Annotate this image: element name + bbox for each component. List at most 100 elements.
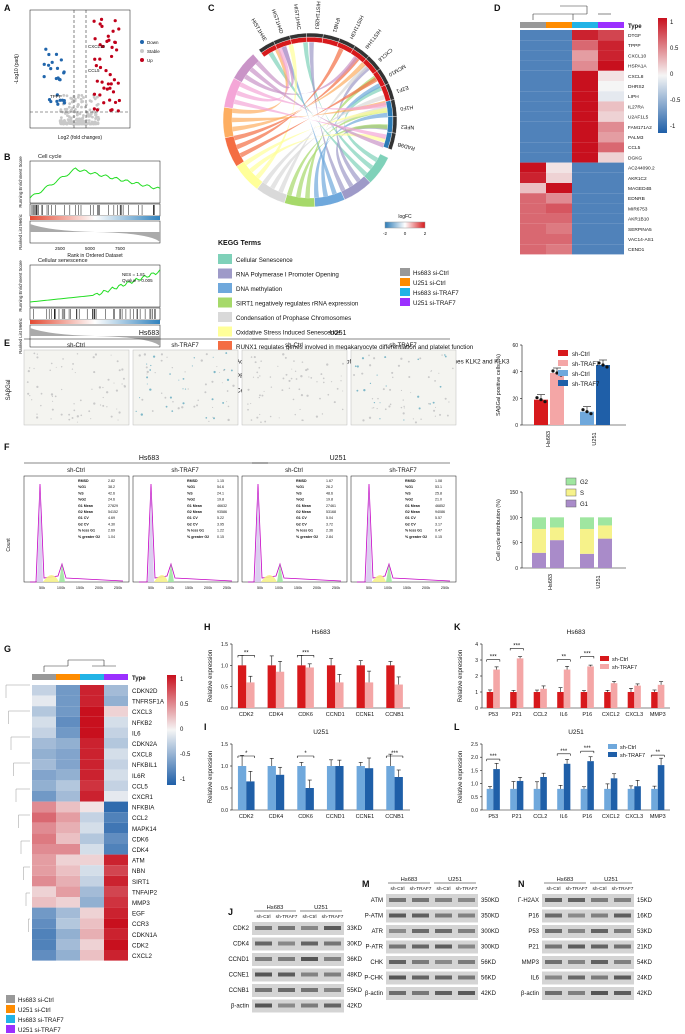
cell-dot xyxy=(208,420,210,423)
cell-dot xyxy=(384,356,387,359)
blot-n-band xyxy=(545,929,562,933)
cell-dot xyxy=(290,377,293,380)
cell-dot xyxy=(60,365,63,368)
kegg-label: RUNX1 regulates genes involved in megaka… xyxy=(236,344,474,351)
heatmap-cell xyxy=(56,759,80,770)
cell-dot xyxy=(171,410,174,412)
y-tick-label: 100 xyxy=(510,515,519,521)
kd-label: 56KD xyxy=(481,976,497,982)
sig-marker: *** xyxy=(302,650,310,656)
stable-point xyxy=(96,115,100,119)
blot-lane-label: sh-Ctrl xyxy=(546,886,560,892)
cell-dot xyxy=(259,375,261,377)
stat-label: G1 CV xyxy=(405,516,416,520)
heatmap-cell xyxy=(104,875,128,887)
heatmap-cell xyxy=(56,738,80,749)
blot-n-band xyxy=(591,929,608,933)
blot-m-band xyxy=(458,960,475,964)
chart-title: U251 xyxy=(568,729,584,736)
type-bar-cell xyxy=(104,674,128,680)
heatmap-gene: CDK4 xyxy=(132,847,149,854)
legend-swatch xyxy=(565,499,577,508)
heatmap-cell xyxy=(572,234,598,245)
cell-dot xyxy=(397,364,401,367)
blot-m-band xyxy=(412,898,429,902)
kegg-swatch xyxy=(218,326,232,337)
y-axis-title: Cell cycle distribution (%) xyxy=(496,499,502,561)
cell-dot xyxy=(377,397,379,400)
cell-dot xyxy=(178,379,180,381)
panel-label-K: K xyxy=(454,622,461,632)
stable-point xyxy=(59,118,63,122)
y-tick-label: 1.5 xyxy=(221,742,228,748)
cell-dot xyxy=(33,367,35,370)
group-label: U251 si-TRAF7 xyxy=(413,300,456,307)
cell-dot xyxy=(33,352,36,355)
category-label: CDK2 xyxy=(239,712,254,718)
blot-m-band xyxy=(435,898,452,902)
legend-swatch xyxy=(600,664,609,669)
bar xyxy=(580,788,588,810)
category-label: MMP3 xyxy=(650,712,666,718)
down-point xyxy=(55,93,59,97)
stat-value: 1.15 xyxy=(217,479,224,483)
cell-dot xyxy=(135,410,137,413)
heatmap-cell xyxy=(572,193,598,204)
cell-dot xyxy=(373,357,376,360)
heatmap-cell xyxy=(104,950,128,961)
group-label: Hs683 si-Ctrl xyxy=(413,270,449,277)
cell-dot xyxy=(294,413,296,416)
heatmap-cell xyxy=(572,223,598,234)
stable-point xyxy=(82,96,85,99)
bar xyxy=(610,683,618,708)
gsea-1-tick: 2500 xyxy=(55,246,66,251)
cell-dot xyxy=(227,405,230,408)
kd-label: 15KD xyxy=(637,898,653,904)
cell-dot xyxy=(118,369,121,372)
cell-dot xyxy=(113,382,115,384)
y-tick-label: 3 xyxy=(475,658,478,664)
heatmap-cell xyxy=(32,716,56,728)
blot-j-band xyxy=(324,1003,341,1008)
stable-point xyxy=(70,120,74,124)
stat-label: RMSD xyxy=(187,479,198,483)
cell-dot xyxy=(363,389,366,392)
cell-dot xyxy=(306,394,309,397)
gsea-1-ylabel: Ranked List Metric xyxy=(18,213,23,249)
kd-label: 30KD xyxy=(347,942,363,948)
stacked-bar-G2 xyxy=(532,517,546,529)
stat-label: G1 Mean xyxy=(296,504,311,508)
y-tick-label: 0.0 xyxy=(221,808,228,814)
cell-dot xyxy=(205,353,208,356)
sig-marker: *** xyxy=(513,643,521,649)
blot-n-band xyxy=(568,898,585,902)
y-axis-title: SAβGal positive cells (%) xyxy=(496,354,502,416)
panel-label-L: L xyxy=(454,722,460,732)
cell-dot xyxy=(264,420,267,423)
cell-dot xyxy=(247,388,250,391)
cell-dot xyxy=(263,390,265,392)
category-label: CDK4 xyxy=(269,814,284,820)
heatmap-cell xyxy=(80,759,104,770)
stacked-bar-S xyxy=(532,528,546,553)
heatmap-cell xyxy=(598,234,624,245)
cell-dot xyxy=(336,387,339,390)
condition-label: sh-TRAF7 xyxy=(171,343,199,349)
cell-dot xyxy=(308,376,310,378)
stat-value: 5.57 xyxy=(435,516,442,520)
stat-value: 38.2 xyxy=(108,485,115,489)
blot-n-band xyxy=(545,944,562,949)
data-point xyxy=(597,361,601,365)
heatmap-cell xyxy=(80,854,104,866)
category-label: P53 xyxy=(488,814,498,820)
bar xyxy=(246,781,255,810)
legend-dot xyxy=(140,40,144,44)
stable-point xyxy=(62,93,66,97)
logfc-tick: 0 xyxy=(404,231,407,236)
blot-n-band xyxy=(614,898,631,902)
blot-m-band xyxy=(458,991,475,995)
cell-dot xyxy=(146,363,148,365)
blot-j-band xyxy=(301,926,318,930)
heatmap-gene: ATM xyxy=(132,858,145,865)
heatmap-cell xyxy=(32,791,56,802)
